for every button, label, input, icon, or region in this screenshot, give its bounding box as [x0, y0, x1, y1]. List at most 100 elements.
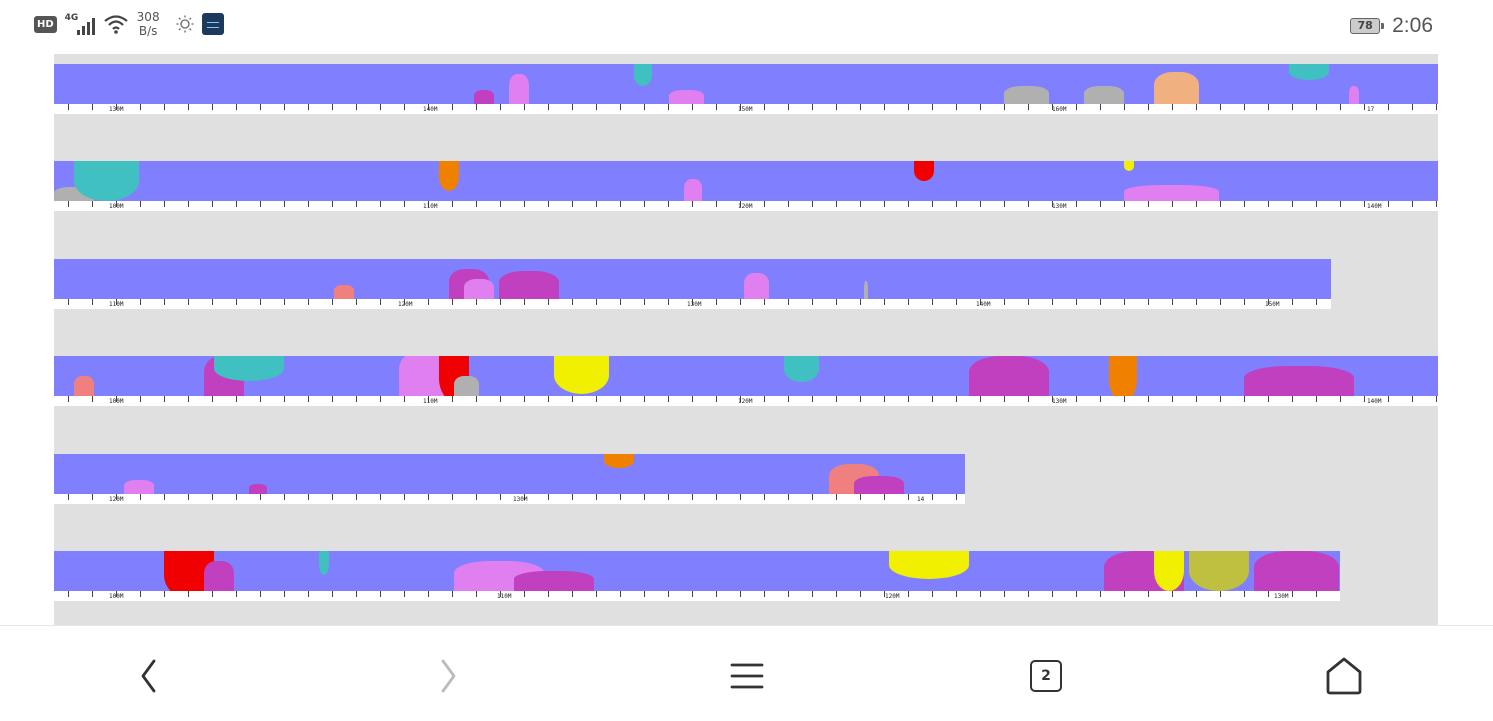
chromosome-track-viewer[interactable]: 130M 140M 150M 160M 17 100M 110M 120M 130M 140M 11… — [54, 54, 1438, 625]
ancestry-segment — [1349, 86, 1359, 104]
ancestry-segment — [124, 480, 154, 494]
ancestry-band — [54, 551, 1340, 591]
menu-button[interactable] — [723, 652, 771, 700]
ruler-tick — [1364, 201, 1365, 207]
ruler-tick — [284, 299, 285, 305]
ruler-tick — [620, 494, 621, 500]
ruler-tick — [740, 104, 741, 110]
ruler-tick — [1340, 201, 1341, 207]
ruler-tick — [92, 299, 93, 305]
ruler-tick — [1148, 201, 1149, 207]
ruler-tick — [1100, 299, 1101, 305]
ruler-tick — [1028, 201, 1029, 207]
ruler-tick — [860, 591, 861, 597]
ruler-tick — [1124, 201, 1125, 207]
ruler-tick — [1268, 104, 1269, 110]
ruler-tick — [476, 201, 477, 207]
ancestry-segment — [74, 161, 139, 201]
ruler-tick — [1412, 396, 1413, 402]
ruler-tick — [140, 591, 141, 597]
ruler-tick — [452, 104, 453, 110]
ruler-tick — [836, 494, 837, 500]
ruler-tick — [980, 201, 981, 207]
ruler-tick — [620, 591, 621, 597]
ruler-tick — [884, 299, 885, 305]
tabs-button[interactable]: 2 — [1022, 652, 1070, 700]
ruler-tick — [716, 299, 717, 305]
ruler-tick — [1004, 396, 1005, 402]
ruler-tick — [1388, 104, 1389, 110]
ruler-tick — [308, 104, 309, 110]
ruler-tick — [188, 396, 189, 402]
ruler-tick — [1436, 104, 1437, 110]
ruler-tick — [500, 299, 501, 305]
ruler-label: 130M — [1274, 593, 1289, 600]
ruler-tick — [212, 104, 213, 110]
ruler-tick — [740, 201, 741, 207]
ruler-tick — [1268, 201, 1269, 207]
ruler-tick — [260, 299, 261, 305]
ruler-tick — [812, 591, 813, 597]
ruler-tick — [1412, 104, 1413, 110]
ruler-tick — [620, 396, 621, 402]
forward-button[interactable] — [424, 652, 472, 700]
ruler-tick — [308, 396, 309, 402]
ruler-tick — [884, 591, 885, 597]
ruler-tick — [1004, 104, 1005, 110]
ruler-tick — [380, 299, 381, 305]
ancestry-segment — [1289, 64, 1329, 80]
ancestry-segment — [1004, 86, 1049, 104]
ruler-tick — [788, 201, 789, 207]
chromosome-track: 100M 110M 120M 130M 140M — [54, 151, 1438, 211]
ruler-tick — [500, 104, 501, 110]
back-button[interactable] — [125, 652, 173, 700]
ancestry-segment — [854, 476, 904, 494]
ruler-tick — [524, 591, 525, 597]
ruler-tick — [908, 494, 909, 500]
ruler-tick — [404, 396, 405, 402]
ruler-tick — [572, 104, 573, 110]
ruler-tick — [428, 396, 429, 402]
position-ruler: 110M 120M 130M 140M 150M — [54, 299, 1331, 309]
navigation-bar: 2 — [0, 625, 1493, 721]
ruler-tick — [884, 104, 885, 110]
ruler-tick — [236, 591, 237, 597]
ancestry-segment — [1084, 86, 1124, 104]
home-button[interactable] — [1320, 652, 1368, 700]
ancestry-band — [54, 64, 1438, 104]
ruler-tick — [596, 396, 597, 402]
ancestry-segment — [439, 161, 459, 191]
ruler-tick — [1388, 201, 1389, 207]
ruler-tick — [1316, 396, 1317, 402]
ancestry-segment — [204, 561, 234, 591]
ruler-label: 150M — [1265, 301, 1280, 308]
ruler-tick — [188, 591, 189, 597]
ancestry-segment — [514, 571, 594, 591]
ruler-tick — [1100, 201, 1101, 207]
ruler-tick — [212, 396, 213, 402]
ruler-tick — [956, 591, 957, 597]
ruler-tick — [884, 201, 885, 207]
ruler-tick — [1196, 104, 1197, 110]
ruler-tick — [764, 396, 765, 402]
ruler-tick — [980, 396, 981, 402]
ruler-tick — [812, 396, 813, 402]
ruler-tick — [1148, 591, 1149, 597]
ruler-tick — [644, 591, 645, 597]
ruler-tick — [620, 104, 621, 110]
ruler-tick — [68, 201, 69, 207]
ruler-tick — [596, 299, 597, 305]
ruler-tick — [428, 104, 429, 110]
ruler-tick — [452, 299, 453, 305]
ruler-tick — [548, 299, 549, 305]
ruler-tick — [1124, 299, 1125, 305]
ruler-label: 130M — [513, 496, 528, 503]
ruler-tick — [500, 201, 501, 207]
ruler-tick — [1364, 396, 1365, 402]
ancestry-segment — [889, 551, 969, 579]
ruler-label: 110M — [423, 203, 438, 210]
ruler-tick — [572, 396, 573, 402]
ruler-tick — [740, 494, 741, 500]
ancestry-segment — [499, 271, 559, 299]
ruler-tick — [68, 494, 69, 500]
